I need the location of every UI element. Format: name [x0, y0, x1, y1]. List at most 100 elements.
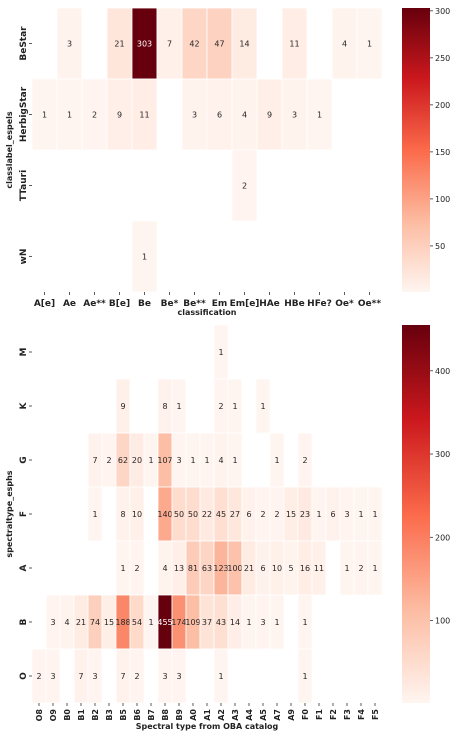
top-cell-label: 11: [289, 40, 299, 49]
top-x-tick-label: Oe*: [335, 299, 354, 309]
bottom-y-tick-label: M: [19, 347, 29, 356]
top-cell: [256, 78, 283, 151]
top-cell: [56, 78, 83, 151]
bottom-cell-label: 3: [176, 672, 181, 681]
top-x-tick-label: Be*: [161, 299, 179, 309]
top-cell: [281, 7, 308, 80]
bottom-cell-label: 1: [302, 618, 307, 627]
bottom-cell-label: 9: [120, 402, 125, 411]
bottom-cell-label: 2: [106, 456, 111, 465]
bottom-cell-label: 50: [188, 510, 198, 519]
bottom-cell-label: 3: [176, 456, 181, 465]
top-cell: [56, 7, 83, 80]
bottom-cell-label: 1: [190, 456, 195, 465]
bottom-cell-label: 3: [260, 618, 265, 627]
top-cell-label: 3: [67, 40, 72, 49]
top-x-tick-label: Oe**: [358, 299, 381, 309]
top-cell-label: 2: [242, 182, 247, 191]
top-cell: [306, 78, 333, 151]
top-y-tick-label: wN: [19, 249, 29, 265]
top-x-tick-label: HAe: [259, 299, 280, 309]
bottom-x-axis-label: Spectral type from OBA catalog: [136, 722, 279, 731]
top-colorbar-tick-label: 100: [435, 195, 450, 204]
top-colorbar-tick-label: 50: [435, 242, 445, 251]
bottom-cell-label: 20: [132, 456, 142, 465]
top-cell: [106, 7, 133, 80]
bottom-cell-label: 1: [344, 564, 349, 573]
bottom-cell-label: 2: [358, 564, 363, 573]
bottom-cell-label: 2: [302, 456, 307, 465]
top-cell-label: 9: [267, 111, 272, 120]
top-cell-label: 6: [217, 111, 222, 120]
bottom-cell-label: 10: [272, 564, 282, 573]
bottom-cell-label: 1: [176, 402, 181, 411]
top-x-tick-label: B[e]: [109, 299, 130, 309]
top-colorbar-tick-label: 150: [435, 148, 450, 157]
bottom-x-tick-label: A0: [189, 709, 198, 721]
bottom-cell-label: 100: [227, 564, 242, 573]
bottom-cell-label: 455: [157, 618, 172, 627]
bottom-cell-label: 1: [232, 402, 237, 411]
top-cell: [231, 78, 258, 151]
bottom-cell: [87, 486, 103, 542]
bottom-cell-label: 13: [174, 564, 184, 573]
top-cell-label: 1: [367, 40, 372, 49]
bottom-x-tick-label: F0: [301, 709, 310, 720]
bottom-cell-label: 3: [50, 618, 55, 627]
bottom-x-tick-label: A2: [217, 709, 226, 721]
bottom-cell-label: 4: [64, 618, 69, 627]
bottom-cell-label: 8: [120, 510, 125, 519]
bottom-cell: [269, 594, 285, 650]
bottom-x-tick-label: A4: [245, 709, 254, 721]
bottom-y-axis-label: spectraltype_esphs: [5, 470, 14, 557]
bottom-cell-label: 11: [314, 564, 324, 573]
bottom-cell-label: 1: [204, 456, 209, 465]
bottom-cell-label: 1: [372, 510, 377, 519]
bottom-x-tick-label: B7: [147, 709, 156, 721]
top-y-axis-label: classlabel_espels: [5, 111, 14, 189]
bottom-x-tick-label: A9: [287, 709, 296, 721]
bottom-cell-label: 15: [104, 618, 114, 627]
bottom-cell: [367, 540, 383, 596]
bottom-cell-label: 3: [92, 672, 97, 681]
top-x-tick-label: Em[e]: [230, 299, 260, 309]
bottom-x-tick-label: A3: [231, 709, 240, 721]
top-cell-label: 21: [114, 40, 124, 49]
bottom-x-tick-label: F1: [315, 709, 324, 720]
bottom-cell-label: 174: [171, 618, 186, 627]
top-cell: [131, 220, 158, 293]
bottom-cell-label: 15: [286, 510, 296, 519]
bottom-cell-label: 109: [185, 618, 200, 627]
top-cell: [231, 149, 258, 222]
bottom-x-tick-label: A5: [259, 709, 268, 721]
top-cell-label: 4: [242, 111, 247, 120]
bottom-cell-label: 16: [300, 564, 310, 573]
bottom-y-tick-label: G: [19, 456, 29, 463]
top-x-tick-label: Ae: [63, 299, 76, 309]
top-cell: [181, 78, 208, 151]
top-cell-label: 7: [167, 40, 172, 49]
bottom-x-tick-label: F4: [357, 709, 366, 720]
bottom-cell-label: 23: [300, 510, 310, 519]
bottom-cell-label: 7: [78, 672, 83, 681]
top-cell-label: 1: [317, 111, 322, 120]
bottom-cell-label: 14: [230, 618, 240, 627]
bottom-cell-label: 2: [36, 672, 41, 681]
bottom-colorbar-tick-label: 400: [435, 367, 450, 376]
bottom-cell-label: 54: [132, 618, 142, 627]
top-colorbar-tick-label: 200: [435, 101, 450, 110]
top-x-tick-label: Be: [138, 299, 151, 309]
bottom-cell-label: 7: [92, 456, 97, 465]
top-x-tick-label: Em: [212, 299, 228, 309]
top-colorbar: [402, 8, 430, 292]
bottom-cell-label: 5: [288, 564, 293, 573]
top-cell-label: 11: [139, 111, 149, 120]
bottom-y-tick-label: O: [19, 672, 29, 680]
bottom-cell-label: 3: [50, 672, 55, 681]
bottom-y-tick-label: A: [19, 564, 29, 571]
top-cell-label: 1: [67, 111, 72, 120]
top-cell-label: 1: [142, 253, 147, 262]
bottom-cell-label: 1: [92, 510, 97, 519]
bottom-cell-label: 1: [358, 510, 363, 519]
top-cell-label: 9: [117, 111, 122, 120]
